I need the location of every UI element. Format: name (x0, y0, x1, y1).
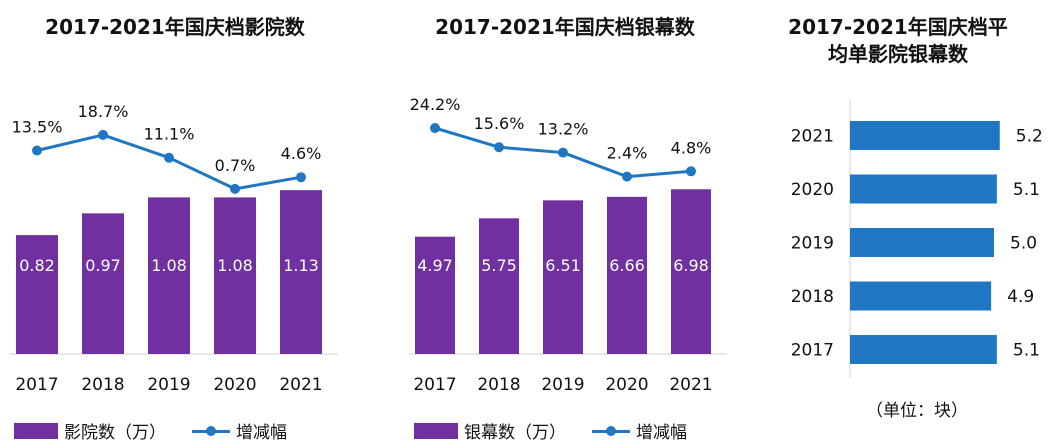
change-label: 11.1% (144, 125, 195, 144)
hbar-value-label: 4.9 (1007, 287, 1034, 307)
chart2-legend: 银幕数（万） 增减幅 (414, 418, 687, 443)
legend-bar-swatch (14, 422, 58, 439)
bar-value-label: 4.97 (417, 256, 453, 275)
change-point-2018 (494, 142, 504, 153)
x-tick-label: 2020 (213, 375, 256, 395)
bar-2019 (148, 197, 190, 354)
chart1-title: 2017-2021年国庆档影院数 (45, 15, 305, 39)
chart3-unit: （单位：块） (866, 401, 968, 421)
hbar-2019 (850, 228, 994, 257)
bar-value-label: 5.75 (481, 256, 517, 275)
legend-bar-label: 影院数（万） (64, 423, 166, 443)
change-point-2020 (230, 183, 240, 194)
x-tick-label: 2017 (413, 375, 456, 395)
bar-2020 (214, 197, 256, 354)
change-point-2021 (296, 172, 306, 183)
legend-bar-swatch (414, 422, 458, 439)
change-label: 24.2% (410, 95, 461, 114)
bar-value-label: 6.51 (545, 256, 581, 275)
bar-2021 (671, 189, 711, 354)
bar-value-label: 1.08 (151, 256, 187, 275)
change-label: 0.7% (215, 156, 256, 175)
bar-value-label: 1.13 (283, 256, 319, 275)
hbar-value-label: 5.1 (1013, 180, 1040, 200)
bar-value-label: 0.97 (85, 256, 121, 275)
change-label: 4.8% (671, 138, 712, 157)
legend-line-label: 增减幅 (636, 423, 687, 443)
bar-value-label: 6.98 (673, 256, 709, 275)
x-tick-label: 2021 (279, 375, 322, 395)
bar-value-label: 6.66 (609, 256, 645, 275)
y-tick-label: 2018 (791, 287, 834, 307)
hbar-2018 (850, 281, 992, 311)
chart3-title: 2017-2021年国庆档平均单影院银幕数 (788, 15, 1008, 66)
x-tick-label: 2021 (669, 375, 712, 395)
hbar-2021 (850, 121, 1000, 150)
y-tick-label: 2021 (791, 127, 834, 147)
bar-2017 (415, 236, 455, 354)
legend-line-label: 增减幅 (236, 423, 287, 443)
hbar-value-label: 5.1 (1013, 341, 1040, 361)
x-tick-label: 2020 (605, 375, 648, 395)
y-tick-label: 2017 (791, 341, 834, 361)
change-point-2019 (558, 147, 568, 158)
bar-value-label: 1.08 (217, 256, 253, 275)
change-point-2018 (98, 129, 108, 140)
hbar-2017 (850, 335, 997, 364)
x-tick-label: 2018 (81, 375, 124, 395)
change-point-2019 (164, 152, 174, 163)
y-tick-label: 2019 (791, 234, 834, 254)
change-label: 2.4% (607, 144, 648, 163)
hbar-2020 (850, 174, 997, 204)
bar-2018 (82, 213, 124, 354)
legend-bar-label: 银幕数（万） (464, 423, 566, 443)
y-tick-label: 2020 (791, 180, 834, 200)
hbar-value-label: 5.0 (1010, 234, 1037, 254)
change-label: 13.2% (538, 120, 589, 139)
legend-line-swatch (192, 425, 230, 437)
legend-line-swatch (592, 425, 630, 437)
hbar-value-label: 5.2 (1016, 127, 1043, 147)
bar-2017 (16, 235, 58, 354)
change-label: 15.6% (474, 114, 525, 133)
bar-2020 (607, 196, 647, 354)
x-tick-label: 2018 (477, 375, 520, 395)
x-tick-label: 2019 (541, 375, 584, 395)
change-point-2017 (430, 123, 440, 134)
chart2-title: 2017-2021年国庆档银幕数 (435, 15, 695, 39)
chart1-legend: 影院数（万） 增减幅 (14, 418, 287, 443)
change-label: 13.5% (12, 118, 63, 137)
x-tick-label: 2017 (15, 375, 58, 395)
bar-2019 (543, 200, 583, 354)
change-point-2021 (686, 166, 696, 177)
bar-2021 (280, 190, 322, 354)
bar-value-label: 0.82 (19, 256, 55, 275)
change-label: 4.6% (281, 144, 322, 163)
x-tick-label: 2019 (147, 375, 190, 395)
change-label: 18.7% (78, 102, 129, 121)
bar-2018 (479, 218, 519, 354)
change-point-2017 (32, 145, 42, 156)
change-point-2020 (622, 171, 632, 182)
